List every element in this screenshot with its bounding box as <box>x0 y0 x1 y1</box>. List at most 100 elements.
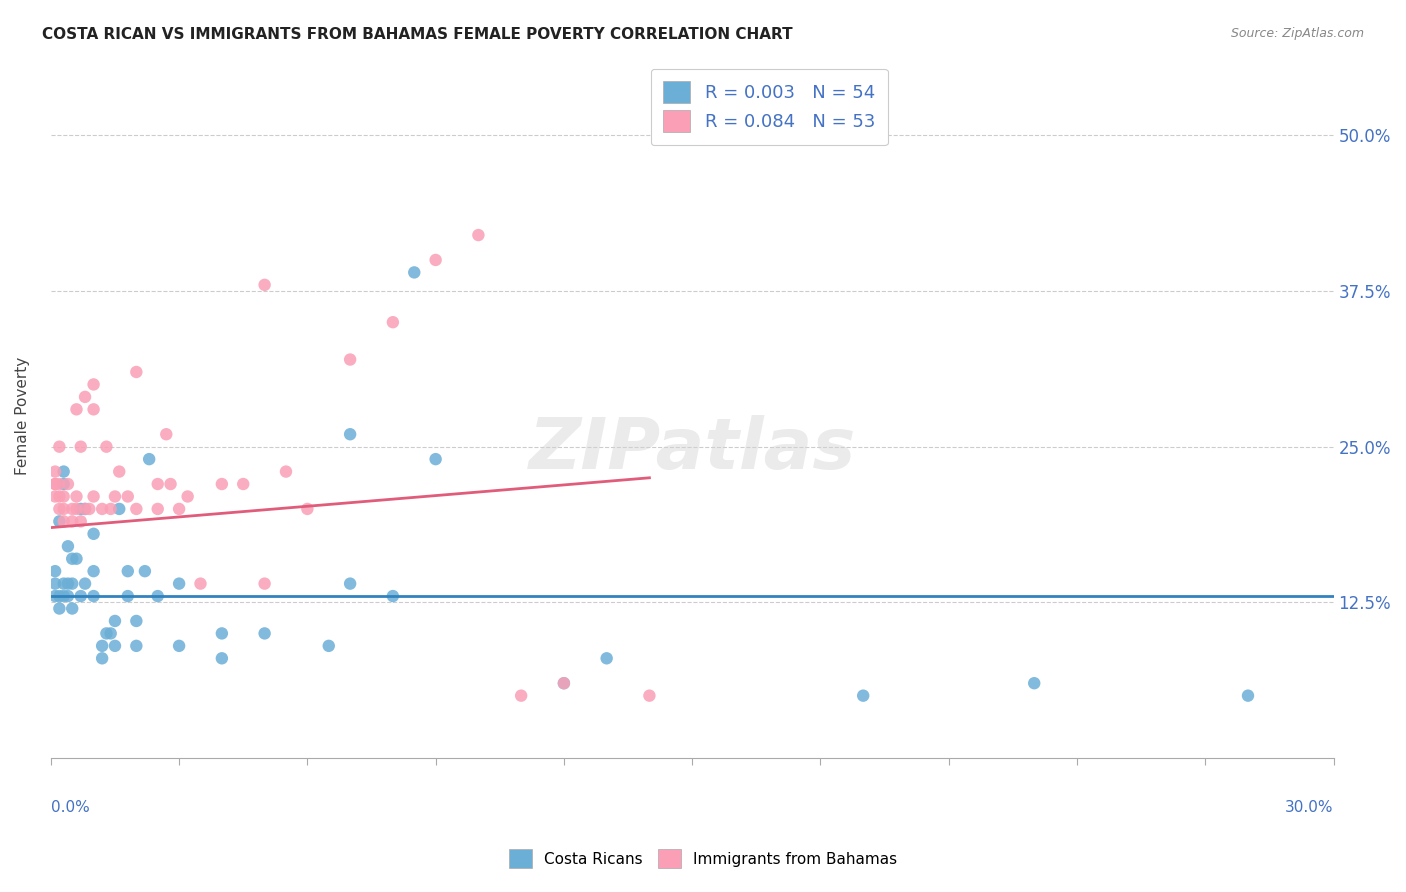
Point <box>297 502 319 516</box>
Point <box>44 477 66 491</box>
Point <box>56 477 79 491</box>
Point <box>52 589 75 603</box>
Point <box>155 427 177 442</box>
Point <box>60 514 83 528</box>
Point <box>96 440 118 454</box>
Point <box>48 440 70 454</box>
Point <box>44 465 66 479</box>
Legend: Costa Ricans, Immigrants from Bahamas: Costa Ricans, Immigrants from Bahamas <box>501 841 905 875</box>
Point <box>553 676 575 690</box>
Point <box>104 614 127 628</box>
Point <box>52 576 75 591</box>
Point <box>117 589 139 603</box>
Point <box>48 477 70 491</box>
Point <box>65 551 87 566</box>
Point <box>44 490 66 504</box>
Text: COSTA RICAN VS IMMIGRANTS FROM BAHAMAS FEMALE POVERTY CORRELATION CHART: COSTA RICAN VS IMMIGRANTS FROM BAHAMAS F… <box>42 27 793 42</box>
Point <box>1024 676 1046 690</box>
Point <box>91 651 114 665</box>
Point <box>125 614 148 628</box>
Point <box>274 465 297 479</box>
Text: ZIPatlas: ZIPatlas <box>529 416 856 484</box>
Point <box>104 490 127 504</box>
Point <box>339 427 361 442</box>
Point <box>553 676 575 690</box>
Point <box>52 502 75 516</box>
Point <box>60 502 83 516</box>
Point <box>96 626 118 640</box>
Point <box>381 589 404 603</box>
Point <box>381 315 404 329</box>
Point <box>425 452 447 467</box>
Point <box>83 526 105 541</box>
Point <box>52 465 75 479</box>
Point <box>65 402 87 417</box>
Point <box>83 564 105 578</box>
Point <box>44 576 66 591</box>
Point <box>176 490 198 504</box>
Point <box>65 490 87 504</box>
Legend: R = 0.003   N = 54, R = 0.084   N = 53: R = 0.003 N = 54, R = 0.084 N = 53 <box>651 69 887 145</box>
Point <box>404 265 426 279</box>
Point <box>125 365 148 379</box>
Point <box>253 277 276 292</box>
Point <box>83 402 105 417</box>
Point <box>1237 689 1260 703</box>
Point <box>69 514 91 528</box>
Point <box>125 639 148 653</box>
Point <box>100 502 122 516</box>
Point <box>108 502 131 516</box>
Point <box>56 539 79 553</box>
Point <box>65 502 87 516</box>
Point <box>56 589 79 603</box>
Point <box>48 502 70 516</box>
Point <box>211 651 233 665</box>
Point <box>146 502 169 516</box>
Point <box>73 576 96 591</box>
Point <box>159 477 181 491</box>
Point <box>638 689 661 703</box>
Point <box>91 502 114 516</box>
Point <box>60 601 83 615</box>
Point <box>69 502 91 516</box>
Point <box>48 589 70 603</box>
Point <box>48 490 70 504</box>
Point <box>52 477 75 491</box>
Point <box>146 477 169 491</box>
Point <box>56 576 79 591</box>
Point <box>60 576 83 591</box>
Text: 30.0%: 30.0% <box>1285 799 1333 814</box>
Point <box>339 576 361 591</box>
Point <box>73 502 96 516</box>
Point <box>167 502 190 516</box>
Point <box>125 502 148 516</box>
Point <box>167 639 190 653</box>
Point <box>852 689 875 703</box>
Point <box>595 651 617 665</box>
Point <box>232 477 254 491</box>
Y-axis label: Female Poverty: Female Poverty <box>15 357 30 475</box>
Point <box>44 564 66 578</box>
Point <box>44 589 66 603</box>
Point <box>79 502 101 516</box>
Point <box>134 564 156 578</box>
Point <box>83 589 105 603</box>
Text: Source: ZipAtlas.com: Source: ZipAtlas.com <box>1230 27 1364 40</box>
Point <box>69 440 91 454</box>
Point <box>100 626 122 640</box>
Point <box>510 689 533 703</box>
Point <box>253 576 276 591</box>
Point <box>318 639 340 653</box>
Point <box>167 576 190 591</box>
Point <box>69 589 91 603</box>
Point <box>146 589 169 603</box>
Point <box>108 465 131 479</box>
Point <box>73 390 96 404</box>
Point <box>91 639 114 653</box>
Point <box>117 564 139 578</box>
Point <box>73 502 96 516</box>
Point <box>253 626 276 640</box>
Point <box>83 490 105 504</box>
Point <box>48 514 70 528</box>
Point <box>339 352 361 367</box>
